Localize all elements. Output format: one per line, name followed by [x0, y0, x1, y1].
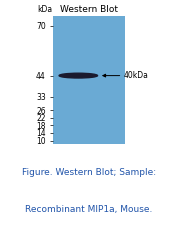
Title: Western Blot: Western Blot: [60, 5, 118, 14]
Ellipse shape: [59, 73, 98, 78]
Text: Recombinant MIP1a, Mouse.: Recombinant MIP1a, Mouse.: [25, 205, 153, 214]
Text: Figure. Western Blot; Sample:: Figure. Western Blot; Sample:: [22, 168, 156, 177]
Text: 40kDa: 40kDa: [124, 71, 149, 80]
Text: kDa: kDa: [37, 5, 52, 14]
